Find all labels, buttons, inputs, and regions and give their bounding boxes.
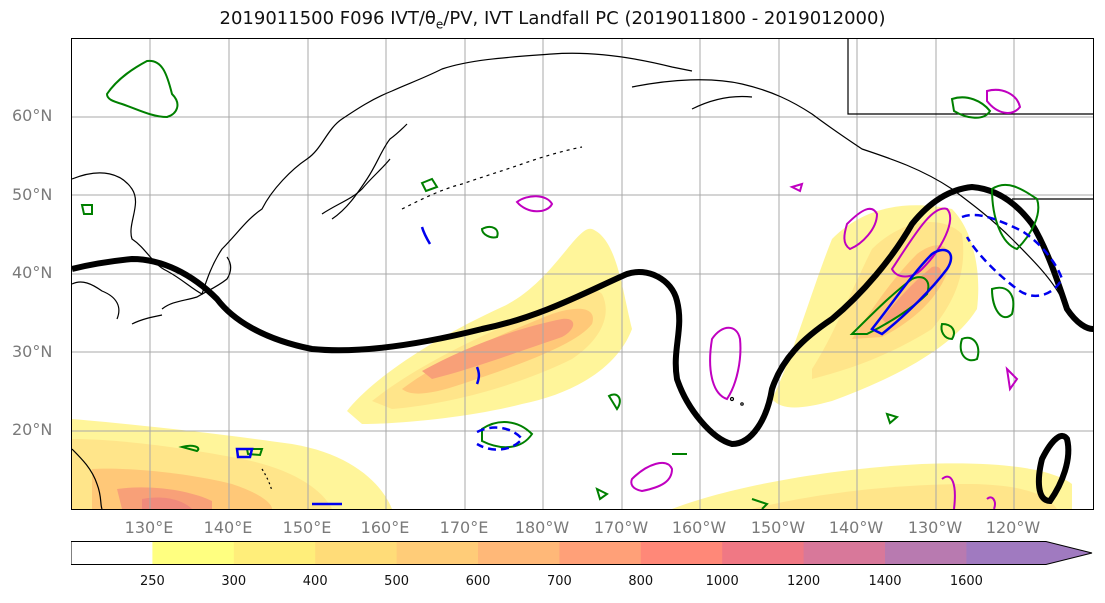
jet-contour: [72, 184, 1093, 447]
lon-label-130w: 130°W: [907, 518, 963, 537]
colorbar-cell: [885, 541, 967, 565]
lat-label-50n: 50°N: [12, 185, 53, 204]
colorbar-tick-label: 700: [546, 574, 572, 589]
colorbar-tick-label: 1600: [949, 574, 983, 589]
colorbar-cell: [966, 541, 1092, 565]
lon-label-120w: 120°W: [985, 518, 1041, 537]
colorbar-cell: [640, 541, 723, 565]
map-panel: [71, 38, 1094, 510]
colorbar-cell: [152, 541, 235, 565]
lon-label-140e: 140°E: [203, 518, 253, 537]
colorbar-tick-label: 500: [384, 574, 410, 589]
colorbar-cell: [559, 541, 642, 565]
lon-label-180w: 180°W: [514, 518, 570, 537]
colorbar-cell: [803, 541, 886, 565]
lon-label-130e: 130°E: [124, 518, 174, 537]
colorbar-tick-label: 300: [221, 574, 247, 589]
coastlines: [72, 39, 1093, 509]
lon-label-160e: 160°E: [360, 518, 410, 537]
lat-label-20n: 20°N: [12, 420, 53, 439]
landfall-contours: [235, 213, 1064, 506]
pv-contours: [80, 59, 1040, 509]
lon-label-140w: 140°W: [828, 518, 884, 537]
lat-label-40n: 40°N: [12, 263, 53, 282]
colorbar-cell: [722, 541, 805, 565]
colorbar-tick-label: 1200: [787, 574, 821, 589]
colorbar-cell: [71, 541, 153, 565]
lon-label-170w: 170°W: [593, 518, 649, 537]
lon-label-150w: 150°W: [750, 518, 806, 537]
ivt-shading: [72, 205, 1072, 509]
colorbar-tick-label: 600: [465, 574, 491, 589]
colorbar: [71, 541, 1093, 565]
colorbar-cell: [315, 541, 398, 565]
colorbar-cell: [233, 541, 316, 565]
jet-contour-loop: [1035, 433, 1072, 505]
lon-label-170e: 170°E: [439, 518, 489, 537]
colorbar-tick-label: 1000: [705, 574, 739, 589]
lat-label-30n: 30°N: [12, 342, 53, 361]
graticule: [72, 39, 1093, 509]
colorbar-cell: [478, 541, 560, 565]
colorbar-tick-label: 800: [628, 574, 654, 589]
colorbar-cell: [396, 541, 479, 565]
colorbar-tick-label: 1400: [868, 574, 902, 589]
lat-label-60n: 60°N: [12, 106, 53, 125]
colorbar-tick-label: 250: [139, 574, 165, 589]
lon-label-160w: 160°W: [671, 518, 727, 537]
lon-label-150e: 150°E: [282, 518, 332, 537]
figure-title: 2019011500 F096 IVT/θe/PV, IVT Landfall …: [219, 8, 886, 32]
colorbar-tick-label: 400: [302, 574, 328, 589]
theta-contours: [515, 88, 1022, 509]
